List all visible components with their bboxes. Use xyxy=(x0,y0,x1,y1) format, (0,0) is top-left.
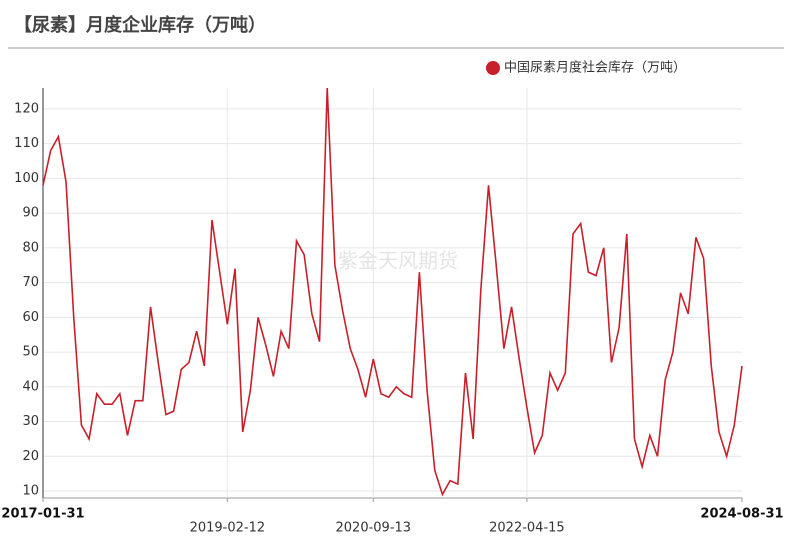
y-tick-label: 80 xyxy=(22,240,39,255)
y-tick-label: 120 xyxy=(14,101,39,116)
y-tick-label: 20 xyxy=(22,449,39,464)
legend-label: 中国尿素月度社会库存（万吨） xyxy=(504,60,686,76)
y-tick-label: 30 xyxy=(22,414,39,429)
y-tick-label: 110 xyxy=(14,136,39,151)
x-tick-label: 2024-08-31 xyxy=(700,507,783,522)
watermark: 紫金天风期货 xyxy=(338,249,458,273)
y-tick-label: 90 xyxy=(22,206,39,221)
y-tick-label: 40 xyxy=(22,379,39,394)
y-tick-label: 70 xyxy=(22,275,39,290)
y-tick-label: 100 xyxy=(14,171,39,186)
y-tick-label: 10 xyxy=(22,484,39,499)
x-tick-label: 2020-09-13 xyxy=(336,521,412,536)
data-line xyxy=(42,87,743,497)
chart-title: 【尿素】月度企业库存（万吨） xyxy=(14,14,266,36)
y-tick-label: 60 xyxy=(22,310,39,325)
legend-marker xyxy=(486,61,500,75)
x-tick-label: 2019-02-12 xyxy=(190,521,266,536)
y-tick-label: 50 xyxy=(22,345,39,360)
x-tick-label: 2017-01-31 xyxy=(1,507,84,522)
x-tick-label: 2022-04-15 xyxy=(489,521,565,536)
